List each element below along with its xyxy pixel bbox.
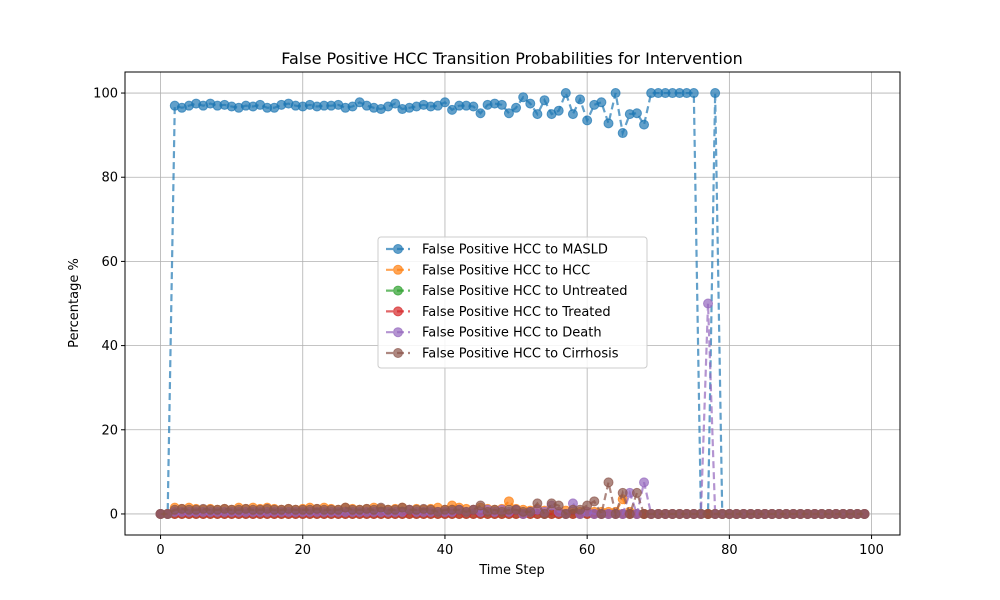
- legend-label: False Positive HCC to Cirrhosis: [422, 347, 619, 362]
- data-point: [596, 508, 607, 519]
- data-point: [525, 506, 536, 517]
- data-point: [532, 109, 543, 120]
- data-point: [560, 88, 571, 99]
- data-point: [603, 118, 614, 129]
- data-point: [539, 508, 550, 519]
- legend-label: False Positive HCC to Treated: [422, 305, 611, 320]
- ticks: 0 20 40 60 80 100 0 20 40 60 80 100: [93, 87, 884, 558]
- data-point: [539, 95, 550, 106]
- data-point: [511, 102, 522, 113]
- data-point: [567, 109, 578, 120]
- y-tick-label: 20: [101, 423, 118, 438]
- legend-frame: [377, 236, 648, 369]
- data-point: [582, 115, 593, 126]
- legend-item: False Positive HCC to Death: [386, 326, 602, 341]
- data-point: [390, 98, 401, 109]
- data-point: [596, 97, 607, 108]
- x-tick-label: 80: [721, 543, 738, 558]
- legend-marker: [393, 348, 403, 358]
- data-point: [631, 108, 642, 119]
- data-point: [688, 88, 699, 99]
- legend-item: False Positive HCC to HCC: [386, 263, 590, 278]
- y-axis-label: Percentage %: [67, 258, 82, 348]
- x-tick-label: 0: [156, 543, 164, 558]
- series-layer: [155, 88, 870, 519]
- legend-marker: [393, 264, 403, 275]
- y-tick-label: 0: [110, 507, 118, 522]
- data-point: [475, 108, 486, 119]
- chart-title: False Positive HCC Transition Probabilit…: [281, 49, 743, 68]
- y-tick-label: 40: [101, 339, 118, 354]
- y-tick-label: 60: [101, 255, 118, 270]
- legend-marker: [393, 285, 403, 296]
- data-point: [496, 99, 507, 110]
- data-point: [631, 487, 642, 498]
- data-point: [639, 119, 650, 130]
- data-point: [503, 108, 514, 119]
- data-point: [518, 92, 529, 103]
- legend-label: False Positive HCC to Death: [422, 326, 602, 341]
- x-tick-label: 20: [294, 543, 311, 558]
- legend-marker: [393, 306, 403, 317]
- data-point: [503, 496, 514, 507]
- legend-label: False Positive HCC to HCC: [422, 263, 590, 278]
- x-tick-label: 60: [579, 543, 596, 558]
- data-point: [603, 477, 614, 488]
- data-point: [589, 496, 600, 507]
- data-point: [617, 128, 628, 139]
- data-point: [532, 498, 543, 509]
- data-point: [859, 508, 870, 519]
- data-point: [639, 477, 650, 488]
- series-5: [155, 477, 870, 519]
- x-tick-label: 40: [437, 543, 454, 558]
- legend-item: False Positive HCC to Treated: [386, 305, 611, 320]
- data-point: [710, 88, 721, 99]
- data-point: [475, 500, 486, 511]
- x-tick-label: 100: [859, 543, 884, 558]
- legend-item: False Positive HCC to MASLD: [386, 243, 608, 258]
- legend-label: False Positive HCC to Untreated: [422, 284, 627, 299]
- plot-frame: [124, 71, 901, 536]
- legend-item: False Positive HCC to Untreated: [386, 284, 627, 299]
- legend-marker: [393, 327, 403, 338]
- legend-item: False Positive HCC to Cirrhosis: [386, 347, 619, 362]
- legend-marker: [393, 244, 403, 254]
- data-point: [439, 97, 450, 108]
- data-point: [624, 508, 635, 519]
- y-tick-label: 100: [93, 87, 118, 102]
- data-point: [468, 101, 479, 112]
- y-tick-label: 80: [101, 171, 118, 186]
- data-point: [525, 98, 536, 109]
- data-point: [553, 105, 564, 116]
- data-point: [610, 88, 621, 99]
- data-point: [703, 298, 714, 309]
- legend-label: False Positive HCC to MASLD: [422, 243, 608, 258]
- data-point: [553, 500, 564, 511]
- data-point: [617, 487, 628, 498]
- x-axis-label: Time Step: [478, 563, 545, 578]
- legend: False Positive HCC to MASLD False Positiv…: [377, 236, 648, 369]
- data-point: [610, 508, 621, 519]
- legend-items: False Positive HCC to MASLD False Positiv…: [386, 243, 627, 362]
- data-point: [575, 94, 586, 105]
